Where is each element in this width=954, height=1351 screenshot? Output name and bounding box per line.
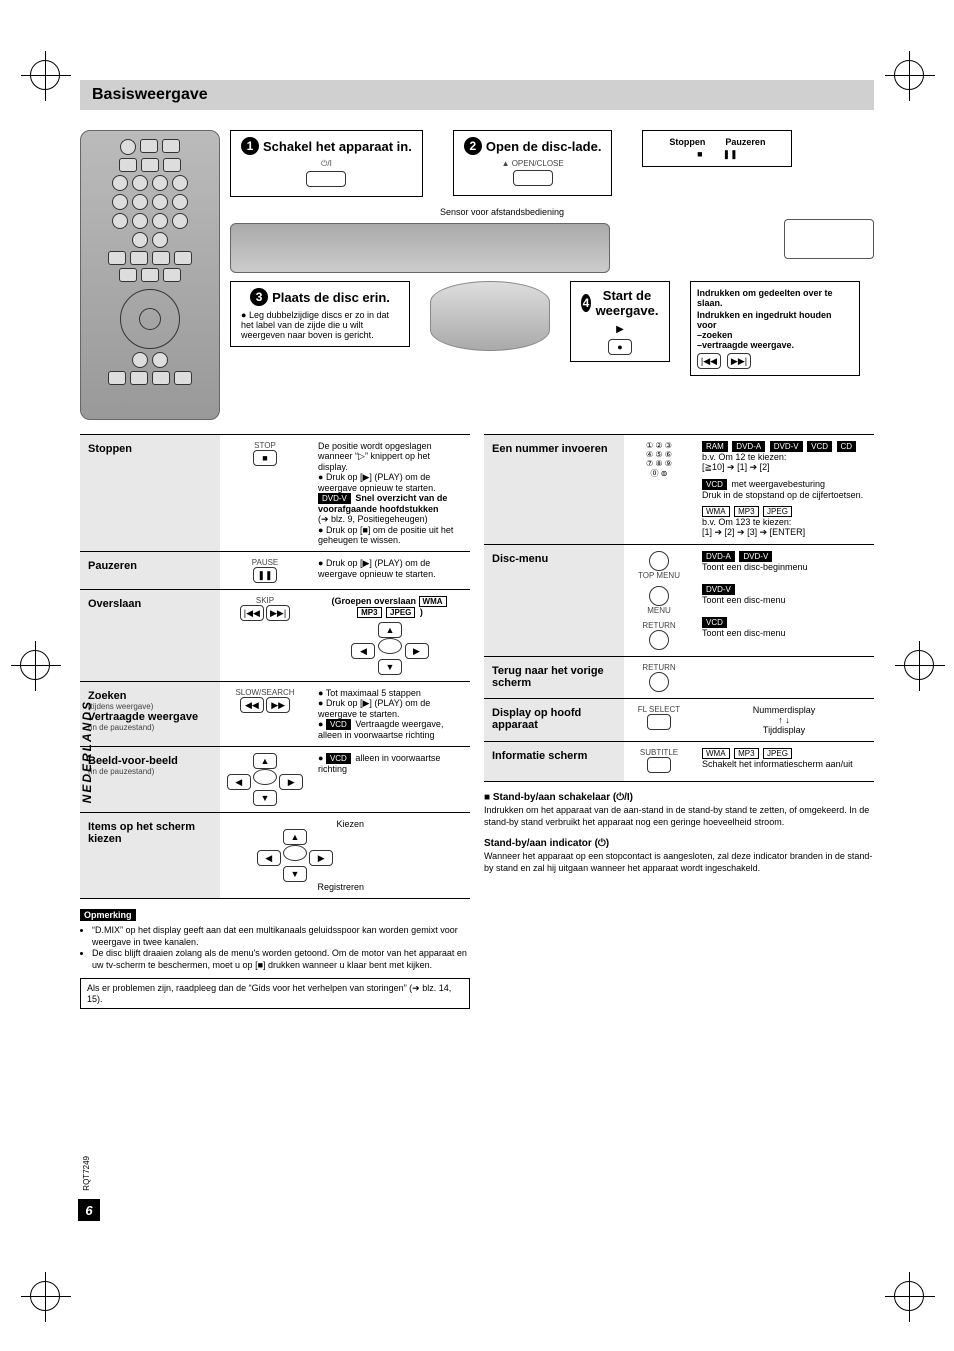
row-terug: Terug naar het vorige scherm: [484, 657, 624, 698]
skip-back-icon: |◀◀: [697, 353, 721, 369]
left-arrow-icon: ◀: [351, 643, 375, 659]
disc-tray-illustration: [430, 281, 550, 351]
stop-button-icon: ■: [253, 450, 277, 466]
standby-heading-2: Stand-by/aan indicator (⏻): [484, 838, 874, 849]
pause-symbol: ❚❚: [723, 149, 738, 160]
step-4: 4Start de weergave. ▶ ●: [570, 281, 670, 362]
player-illustration: [230, 223, 610, 273]
remote-illustration: [80, 130, 220, 420]
sensor-caption: Sensor voor afstandsbediening: [230, 207, 774, 217]
power-button-icon: [306, 171, 346, 187]
subtitle-icon: [647, 757, 671, 773]
down-arrow-icon: ▼: [378, 659, 402, 675]
right-column: Een nummer invoeren ① ② ③④ ⑤ ⑥⑦ ⑧ ⑨⓪ ⊚ R…: [484, 434, 874, 1009]
row-info: Informatie scherm: [484, 742, 624, 781]
step-3: 3Plaats de disc erin. ● Leg dubbelzijdig…: [230, 281, 410, 347]
note-1: “D.MIX” op het display geeft aan dat een…: [92, 925, 470, 948]
right-arrow-icon: ▶: [405, 643, 429, 659]
frame-enter-icon: [253, 769, 277, 785]
return-button-icon: [649, 630, 669, 650]
row-overslaan: Overslaan: [80, 590, 220, 681]
crop-target-br: [894, 1281, 924, 1311]
page-number: 6: [78, 1199, 100, 1221]
sel-enter-icon: [283, 845, 307, 861]
step-1: 1Schakel het apparaat in. ⏻/I: [230, 130, 423, 197]
search-fwd-icon: ▶▶: [266, 697, 290, 713]
step-2: 2Open de disc-lade. ▲ OPEN/CLOSE: [453, 130, 613, 196]
standby-para-1: Indrukken om het apparaat van de aan-sta…: [484, 805, 874, 828]
function-tables: Stoppen STOP ■ De positie wordt opgeslag…: [80, 434, 874, 1009]
sel-left-icon: ◀: [257, 850, 281, 866]
pause-button-icon: ❚❚: [253, 567, 277, 583]
skip-next-icon: ▶▶|: [266, 605, 290, 621]
up-arrow-icon: ▲: [378, 622, 402, 638]
flselect-icon: [647, 714, 671, 730]
row-beeld: Beeld-voor-beeld (in de pauzestand): [80, 747, 220, 812]
top-diagram: 1Schakel het apparaat in. ⏻/I 2Open de d…: [80, 130, 874, 420]
row-items: Items op het scherm kiezen: [80, 813, 220, 898]
doc-code: RQT7249: [82, 1156, 91, 1191]
stop-pause-box: StoppenPauzeren ■ ❚❚: [642, 130, 792, 167]
page-title: Basisweergave: [80, 80, 874, 110]
frame-left-icon: ◀: [227, 774, 251, 790]
sel-up-icon: ▲: [283, 829, 307, 845]
kiezen-label: Kiezen: [226, 819, 364, 829]
troubleshoot-box: Als er problemen zijn, raadpleeg dan de …: [80, 978, 470, 1009]
search-back-icon: ◀◀: [240, 697, 264, 713]
crop-target-mr: [904, 650, 934, 680]
open-close-label: ▲ OPEN/CLOSE: [464, 159, 602, 168]
sel-down-icon: ▼: [283, 866, 307, 882]
frame-right-icon: ▶: [279, 774, 303, 790]
standby-para-2: Wanneer het apparaat op een stopcontact …: [484, 851, 874, 874]
standby-heading-1: ■ Stand-by/aan schakelaar (⏻/I): [484, 792, 874, 803]
row-zoeken: Zoeken(tijdens weergave) Vertraagde weer…: [80, 682, 220, 746]
row-discmenu: Disc-menu: [484, 545, 624, 656]
play-symbol: ▶: [581, 324, 659, 335]
display-illustration: [784, 219, 874, 259]
crop-target-tl: [30, 60, 60, 90]
crop-target-ml: [20, 650, 50, 680]
row-display: Display op hoofd apparaat: [484, 699, 624, 741]
power-icon-label: ⏻/I: [241, 159, 412, 169]
left-column: Stoppen STOP ■ De positie wordt opgeslag…: [80, 434, 470, 1009]
skip-fwd-icon: ▶▶|: [727, 353, 751, 369]
language-sidebar: NEDERLANDS: [80, 700, 94, 803]
skip-prev-icon: |◀◀: [240, 605, 264, 621]
stop-symbol: ■: [697, 149, 702, 160]
play-button-icon: ●: [608, 339, 632, 355]
frame-up-icon: ▲: [253, 753, 277, 769]
registreren-label: Registreren: [226, 882, 364, 892]
enter-icon: [378, 638, 402, 654]
row-nummer: Een nummer invoeren: [484, 435, 624, 544]
frame-down-icon: ▼: [253, 790, 277, 806]
row-stoppen: Stoppen: [80, 435, 220, 551]
return-icon: [649, 672, 669, 692]
open-close-button-icon: [513, 170, 553, 186]
crop-target-bl: [30, 1281, 60, 1311]
keypad-icon: ① ② ③④ ⑤ ⑥⑦ ⑧ ⑨⓪ ⊚: [630, 441, 688, 479]
row-pauzeren: Pauzeren: [80, 552, 220, 589]
skip-search-box: Indrukken om gedeelten over te slaan. In…: [690, 281, 860, 376]
note-2: De disc blijft draaien zolang als de men…: [92, 948, 470, 971]
crop-target-tr: [894, 60, 924, 90]
opmerking-label: Opmerking: [80, 909, 136, 921]
sel-right-icon: ▶: [309, 850, 333, 866]
topmenu-button-icon: [649, 551, 669, 571]
menu-button-icon: [649, 586, 669, 606]
